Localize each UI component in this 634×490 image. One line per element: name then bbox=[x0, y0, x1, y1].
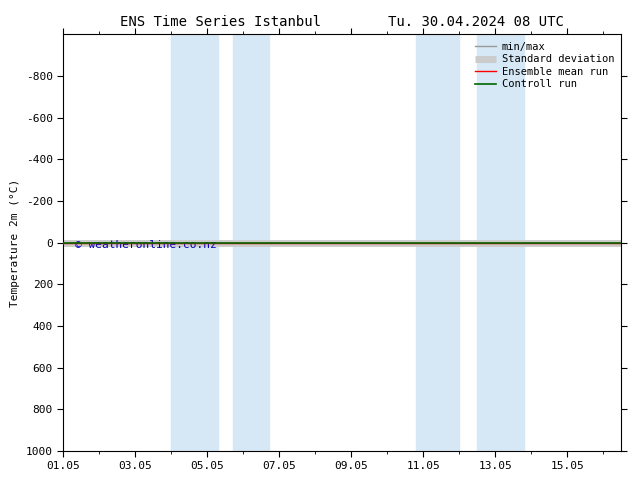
Legend: min/max, Standard deviation, Ensemble mean run, Controll run: min/max, Standard deviation, Ensemble me… bbox=[474, 40, 616, 92]
Bar bbox=[171, 34, 218, 451]
Title: ENS Time Series Istanbul        Tu. 30.04.2024 08 UTC: ENS Time Series Istanbul Tu. 30.04.2024 … bbox=[120, 15, 564, 29]
Bar bbox=[233, 34, 269, 451]
Bar bbox=[477, 34, 524, 451]
Bar bbox=[416, 34, 460, 451]
Text: © weatheronline.co.nz: © weatheronline.co.nz bbox=[75, 240, 216, 249]
Y-axis label: Temperature 2m (°C): Temperature 2m (°C) bbox=[10, 178, 20, 307]
